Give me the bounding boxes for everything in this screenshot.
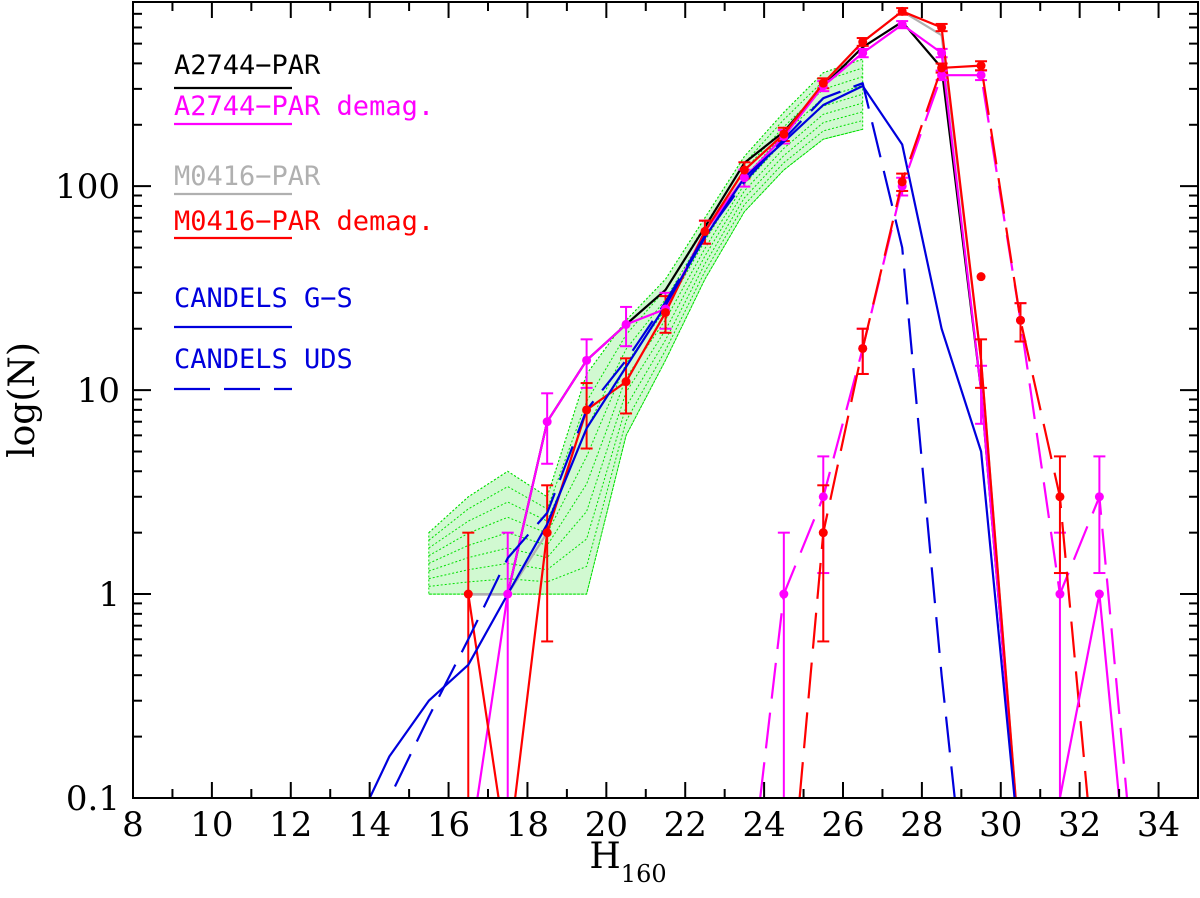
data-point — [463, 589, 473, 599]
data-point — [1055, 492, 1065, 502]
simulation-realization — [428, 58, 863, 534]
legend-label: M0416−PAR — [174, 161, 321, 192]
x-axis-title-subscript: 160 — [621, 860, 667, 888]
data-point — [582, 405, 592, 415]
data-point — [1016, 315, 1025, 325]
y-tick-label: 0.1 — [66, 779, 120, 819]
data-point — [937, 22, 947, 32]
data-point — [858, 48, 868, 58]
legend-label: M0416−PAR demag. — [174, 206, 434, 237]
data-point — [818, 492, 828, 502]
data-point — [976, 61, 986, 71]
simulation-realization — [428, 102, 863, 572]
series-candels-uds — [388, 82, 956, 798]
x-tick-label: 14 — [348, 805, 391, 845]
x-tick-label: 10 — [190, 805, 233, 845]
series-candels-g-s — [368, 84, 1016, 798]
data-point — [818, 528, 828, 538]
legend-label: A2744−PAR demag. — [174, 91, 434, 122]
x-tick-label: 34 — [1137, 805, 1180, 845]
y-axis-title: log(N) — [2, 342, 43, 458]
legend-label: CANDELS UDS — [174, 344, 353, 375]
data-point — [779, 129, 789, 139]
x-tick-label: 16 — [427, 805, 470, 845]
legend-item-m0416-par: M0416−PAR — [174, 161, 321, 196]
data-point — [621, 377, 631, 387]
x-axis-title: H160 — [589, 836, 666, 888]
legend-item-a2744-par-demag: A2744−PAR demag. — [174, 91, 434, 126]
data-point — [779, 589, 789, 599]
data-point — [582, 355, 592, 365]
simulation-realization — [428, 67, 863, 541]
data-point — [700, 226, 710, 236]
legend-item-candels-uds: CANDELS UDS — [174, 344, 353, 391]
data-point — [1094, 492, 1104, 502]
series-line — [759, 74, 1129, 798]
data-point — [976, 272, 986, 282]
series-line — [388, 82, 956, 798]
simulation-realization — [428, 120, 863, 587]
data-point — [818, 78, 828, 88]
data-point — [897, 6, 907, 16]
series-line — [798, 64, 1089, 798]
x-tick-label: 22 — [664, 805, 707, 845]
x-tick-label: 24 — [742, 805, 785, 845]
data-point — [937, 70, 947, 80]
data-point — [542, 528, 552, 538]
data-point — [739, 165, 749, 175]
x-tick-label: 20 — [585, 805, 628, 845]
data-point — [739, 173, 749, 183]
x-tick-label: 30 — [979, 805, 1022, 845]
axis-ticks — [132, 1, 1199, 799]
x-tick-label: 26 — [821, 805, 864, 845]
data-point — [897, 177, 907, 187]
x-tick-label: 18 — [506, 805, 549, 845]
data-point — [1055, 589, 1065, 599]
data-point — [858, 37, 868, 47]
data-point — [621, 319, 631, 329]
data-point — [503, 589, 513, 599]
x-tick-label: 8 — [122, 805, 144, 845]
x-axis-title-main: H — [589, 836, 620, 877]
y-tick-label: 10 — [77, 371, 120, 411]
data-point — [542, 417, 552, 427]
data-point — [976, 70, 986, 80]
legend: A2744−PAR A2744−PAR demag. M0416−PAR M0416−… — [174, 50, 434, 391]
x-tick-label: 28 — [900, 805, 943, 845]
data-point — [661, 308, 670, 318]
marker-layer — [463, 6, 1104, 599]
axis-tick-labels: 8 10 12 14 16 18 20 22 24 26 28 30 32 34 0.1 1 10 100 — [55, 167, 1180, 845]
markers-m0416-par-demag — [463, 6, 947, 599]
y-tick-label: 1 — [98, 575, 120, 615]
data-point — [897, 20, 907, 30]
y-tick-label: 100 — [55, 167, 120, 207]
simulation-realization — [428, 111, 863, 580]
data-point — [937, 63, 947, 73]
data-point — [937, 48, 947, 58]
legend-item-m0416-par-demag: M0416−PAR demag. — [174, 206, 434, 240]
legend-label: A2744−PAR — [174, 50, 321, 81]
data-point — [858, 343, 868, 353]
series-line — [368, 84, 1016, 798]
x-tick-label: 12 — [269, 805, 312, 845]
legend-item-a2744-par: A2744−PAR — [174, 50, 321, 90]
markers-m0416-par-demag-high-z — [818, 61, 1065, 538]
x-tick-label: 32 — [1058, 805, 1101, 845]
simulation-realization — [428, 76, 863, 549]
data-point — [1094, 589, 1104, 599]
legend-label: CANDELS G−S — [174, 283, 353, 314]
simulation-realization — [428, 84, 863, 557]
legend-item-candels-g-s: CANDELS G−S — [174, 283, 353, 329]
simulation-realization — [428, 93, 863, 564]
